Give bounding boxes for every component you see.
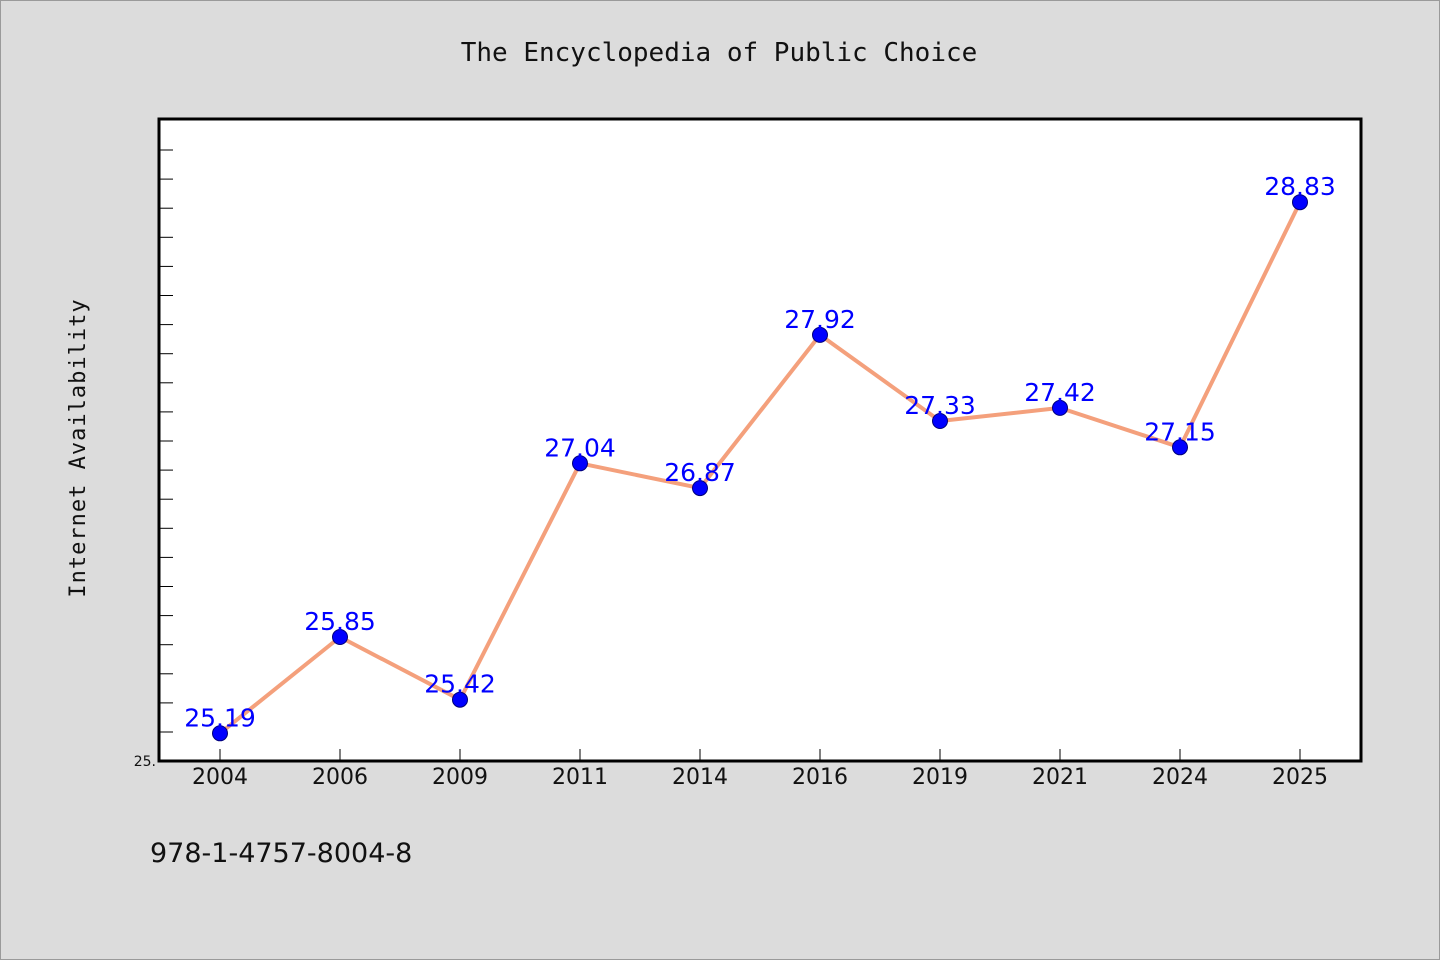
- y-axis-tick-labels: 25.: [134, 754, 156, 770]
- data-point-marker: [1172, 439, 1188, 456]
- x-tick-label: 2016: [792, 765, 848, 790]
- x-tick-label: 2011: [552, 765, 608, 790]
- data-point-marker: [332, 629, 348, 645]
- x-tick-label: 2025: [1272, 765, 1328, 790]
- data-label: 27.33: [904, 391, 976, 420]
- data-label: 26.87: [664, 458, 736, 487]
- data-point-marker: [452, 691, 468, 708]
- series-line-group: [218, 201, 1302, 735]
- markers-group: [212, 194, 1308, 742]
- x-tick-label: 2021: [1032, 765, 1088, 790]
- x-tick-label: 2014: [672, 765, 728, 790]
- data-point-marker: [572, 455, 588, 472]
- data-labels-group: 25.19 25.85 25.42 27.04 26.87 27.92 27.33 27.42…: [184, 172, 1336, 732]
- x-tick-label: 2004: [192, 765, 248, 790]
- footer-isbn: 978-1-4757-8004-8: [150, 838, 412, 869]
- x-axis-ticks: 2004 2006 2009 2011 2014 2016 2019 2021 2024 2025: [192, 749, 1328, 790]
- x-tick-label: 2019: [912, 765, 968, 790]
- data-label: 25.85: [304, 607, 376, 636]
- data-point-marker: [1052, 399, 1068, 416]
- x-tick-label: 2024: [1152, 765, 1208, 790]
- data-label: 27.15: [1144, 417, 1216, 446]
- data-point-marker: [1292, 194, 1308, 211]
- data-label: 25.19: [184, 703, 256, 732]
- y-axis-ticks: [159, 149, 173, 733]
- x-tick-label: 2009: [432, 765, 488, 790]
- data-point-marker: [692, 480, 708, 497]
- y-tick-label: 25.: [134, 754, 156, 770]
- y-axis-label: Internet Availability: [66, 298, 91, 597]
- data-label: 27.42: [1024, 378, 1096, 407]
- data-label: 28.83: [1264, 172, 1336, 201]
- data-label: 27.92: [784, 305, 856, 334]
- data-point-marker: [932, 413, 948, 429]
- data-label: 25.42: [424, 670, 496, 699]
- series-line: [218, 201, 1302, 735]
- chart-title: The Encyclopedia of Public Choice: [461, 38, 978, 68]
- data-label: 27.04: [544, 433, 616, 462]
- data-point-marker: [212, 725, 228, 742]
- x-tick-label: 2006: [312, 765, 368, 790]
- data-point-marker: [812, 326, 828, 343]
